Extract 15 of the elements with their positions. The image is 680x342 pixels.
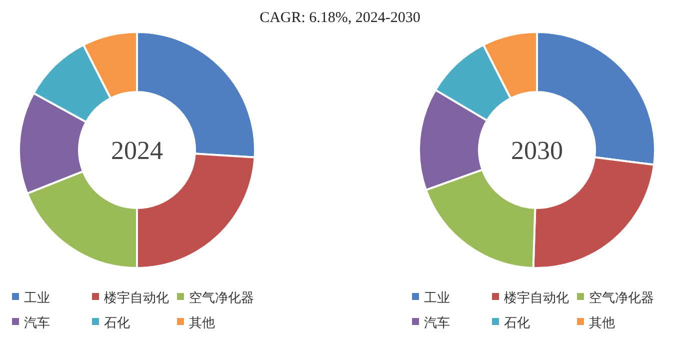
legend-label: 石化 (504, 316, 530, 331)
legend-label: 汽车 (24, 316, 50, 331)
text: 2024 (111, 136, 163, 165)
legend-label: 石化 (104, 316, 130, 331)
text: 2030 (511, 136, 563, 165)
legend-label: 空气净化器 (189, 291, 254, 306)
legend-label: 工业 (424, 291, 450, 306)
legend-label: 汽车 (424, 316, 450, 331)
legend-label: 空气净化器 (589, 291, 654, 306)
legend-label: 其他 (589, 316, 615, 331)
legend-label: 楼宇自动化 (104, 290, 169, 306)
text: CAGR: 6.18%, 2024-2030 (260, 10, 420, 26)
legend-label: 楼宇自动化 (504, 290, 569, 306)
legend-label: 工业 (24, 291, 50, 306)
legend-label: 其他 (189, 316, 215, 331)
